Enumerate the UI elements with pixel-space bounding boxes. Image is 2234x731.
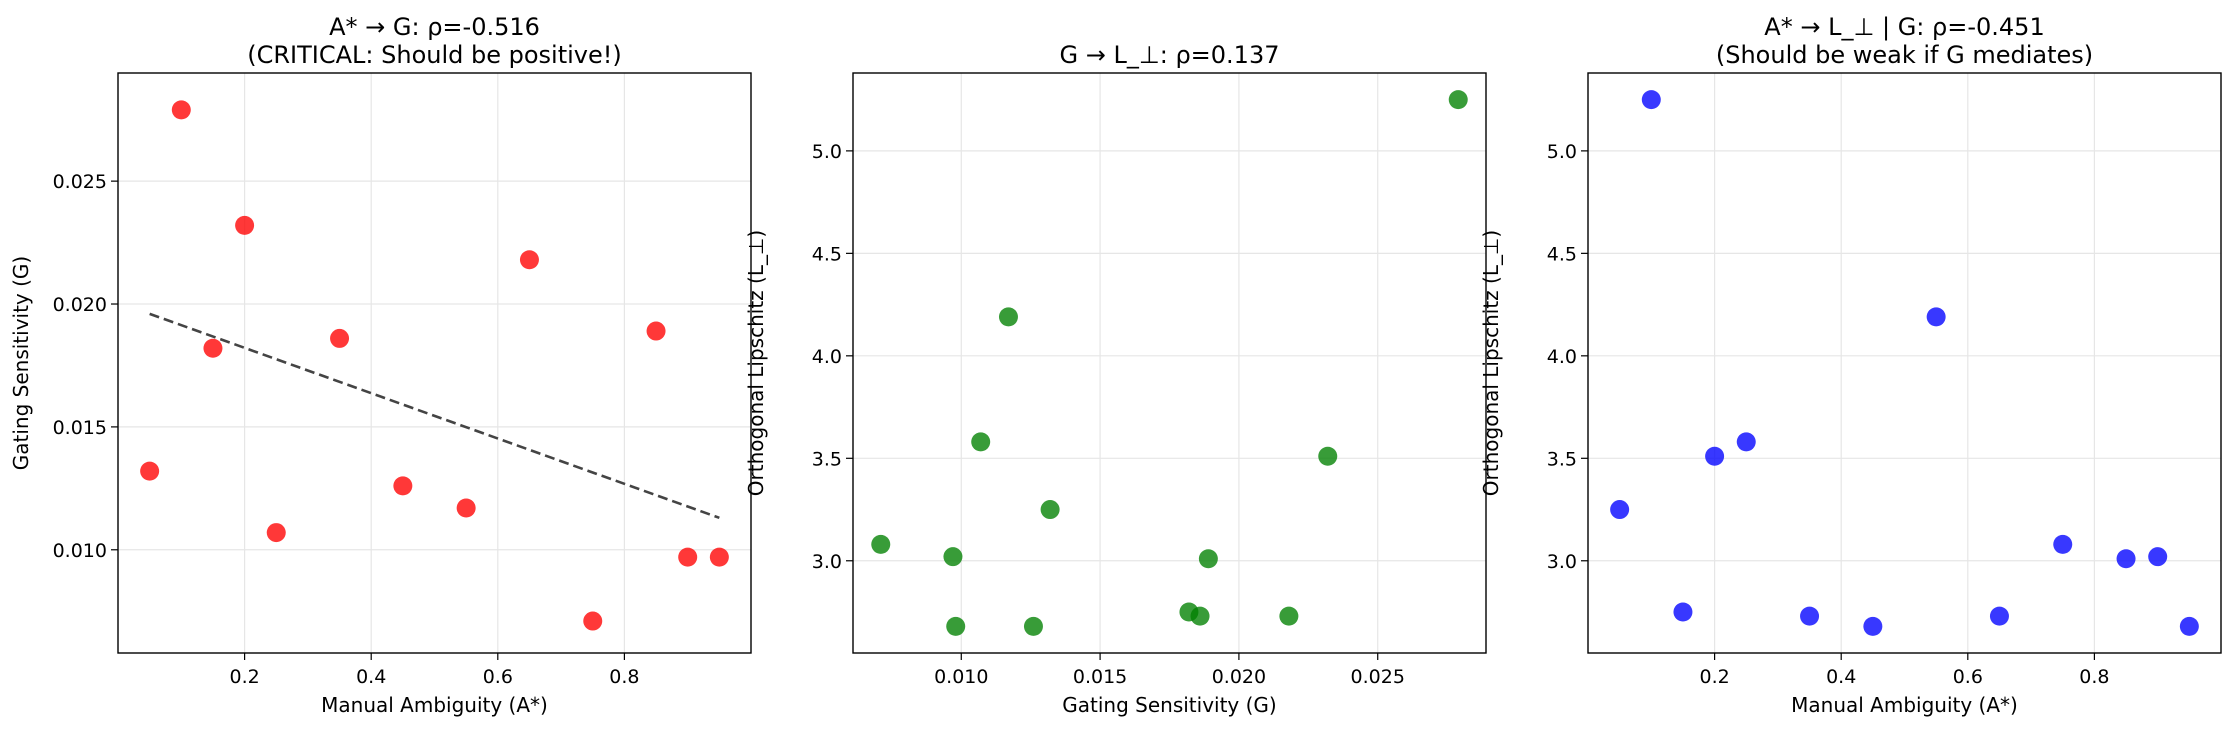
data-point (1863, 616, 1883, 636)
y-tick-label: 0.025 (53, 171, 107, 193)
x-tick-label: 0.4 (356, 666, 386, 688)
x-tick-label: 0.8 (2079, 666, 2109, 688)
y-tick-label: 3.0 (812, 551, 842, 573)
chart-title-line: G → L_⊥: ρ=0.137 (1059, 41, 1279, 69)
y-tick-label: 4.5 (812, 243, 842, 265)
data-point (2053, 534, 2073, 554)
y-axis-label: Orthogonal Lipschitz (L_⊥) (744, 230, 768, 496)
chart-title-line: (Should be weak if G mediates) (1716, 41, 2093, 69)
x-axis-label: Manual Ambiguity (A*) (321, 693, 548, 717)
chart-title-line: A* → G: ρ=-0.516 (329, 13, 540, 41)
y-axis-label: Gating Sensitivity (G) (9, 256, 33, 470)
data-point (971, 432, 991, 452)
data-point (583, 611, 603, 631)
data-point (998, 307, 1018, 327)
data-point (519, 250, 539, 270)
data-point (1673, 602, 1693, 622)
data-point (235, 215, 255, 235)
data-point (203, 338, 223, 358)
data-point (1040, 500, 1060, 520)
data-point (1989, 606, 2009, 626)
data-point (171, 100, 191, 120)
chart-title-line: (CRITICAL: Should be positive!) (247, 41, 622, 69)
data-point (2148, 547, 2168, 567)
y-tick-label: 4.5 (1547, 243, 1577, 265)
x-tick-label: 0.8 (609, 666, 639, 688)
data-point (946, 616, 966, 636)
axes-frame (117, 72, 752, 654)
x-axis-label: Gating Sensitivity (G) (1062, 693, 1276, 717)
y-tick-label: 5.0 (812, 141, 842, 163)
y-axis-label: Orthogonal Lipschitz (L_⊥) (1479, 230, 1503, 496)
chart-title-line: A* → L_⊥ | G: ρ=-0.451 (1764, 13, 2044, 41)
x-tick-label: 0.6 (1953, 666, 1983, 688)
data-point (1279, 606, 1299, 626)
y-tick-label: 4.0 (812, 346, 842, 368)
chart-panel-3: 0.2 0.4 0.6 0.8 3.0 3.5 4.0 4.5 5.0 A* → L_⊥ | G:… (1479, 13, 2222, 717)
x-axis-label: Manual Ambiguity (A*) (1791, 693, 2018, 717)
data-point (1318, 446, 1338, 466)
x-tick-label: 0.020 (1212, 666, 1266, 688)
data-point (1736, 432, 1756, 452)
data-point (393, 476, 413, 496)
axes-frame (1587, 72, 2222, 654)
data-point (1610, 500, 1630, 520)
x-tick-label: 0.4 (1826, 666, 1856, 688)
data-point (330, 328, 350, 348)
data-point (1190, 606, 1210, 626)
y-tick-label: 3.0 (1547, 551, 1577, 573)
y-tick-label: 3.5 (1547, 448, 1577, 470)
trend-line (149, 312, 720, 520)
data-point (871, 534, 891, 554)
x-tick-label: 0.010 (934, 666, 988, 688)
data-point (1926, 307, 1946, 327)
y-tick-label: 0.020 (53, 294, 107, 316)
data-point (678, 547, 698, 567)
data-point (1641, 90, 1661, 110)
axes-frame (852, 72, 1487, 654)
y-tick-label: 5.0 (1547, 141, 1577, 163)
y-tick-label: 0.015 (53, 417, 107, 439)
data-point (646, 321, 666, 341)
chart-panel-2: 0.010 0.015 0.020 0.025 3.0 3.5 4.0 4.5 5.0 G → L… (744, 41, 1487, 717)
y-tick-label: 3.5 (812, 448, 842, 470)
data-point (1800, 606, 1820, 626)
data-point (1448, 90, 1468, 110)
data-point (456, 498, 476, 518)
chart-panel-1: 0.2 0.4 0.6 0.8 0.010 0.015 0.020 0.025 A* → G: … (9, 13, 752, 717)
x-tick-label: 0.015 (1073, 666, 1127, 688)
y-tick-label: 0.010 (53, 540, 107, 562)
x-tick-label: 0.6 (483, 666, 513, 688)
x-tick-label: 0.2 (1699, 666, 1729, 688)
data-point (943, 547, 963, 567)
data-point (1198, 549, 1218, 569)
data-point (2116, 549, 2136, 569)
data-point (2179, 616, 2199, 636)
data-point (709, 547, 729, 567)
x-tick-label: 0.025 (1351, 666, 1405, 688)
x-tick-label: 0.2 (229, 666, 259, 688)
data-point (1705, 446, 1725, 466)
data-point (140, 461, 160, 481)
data-point (266, 523, 286, 543)
y-tick-label: 4.0 (1547, 346, 1577, 368)
data-point (1023, 616, 1043, 636)
